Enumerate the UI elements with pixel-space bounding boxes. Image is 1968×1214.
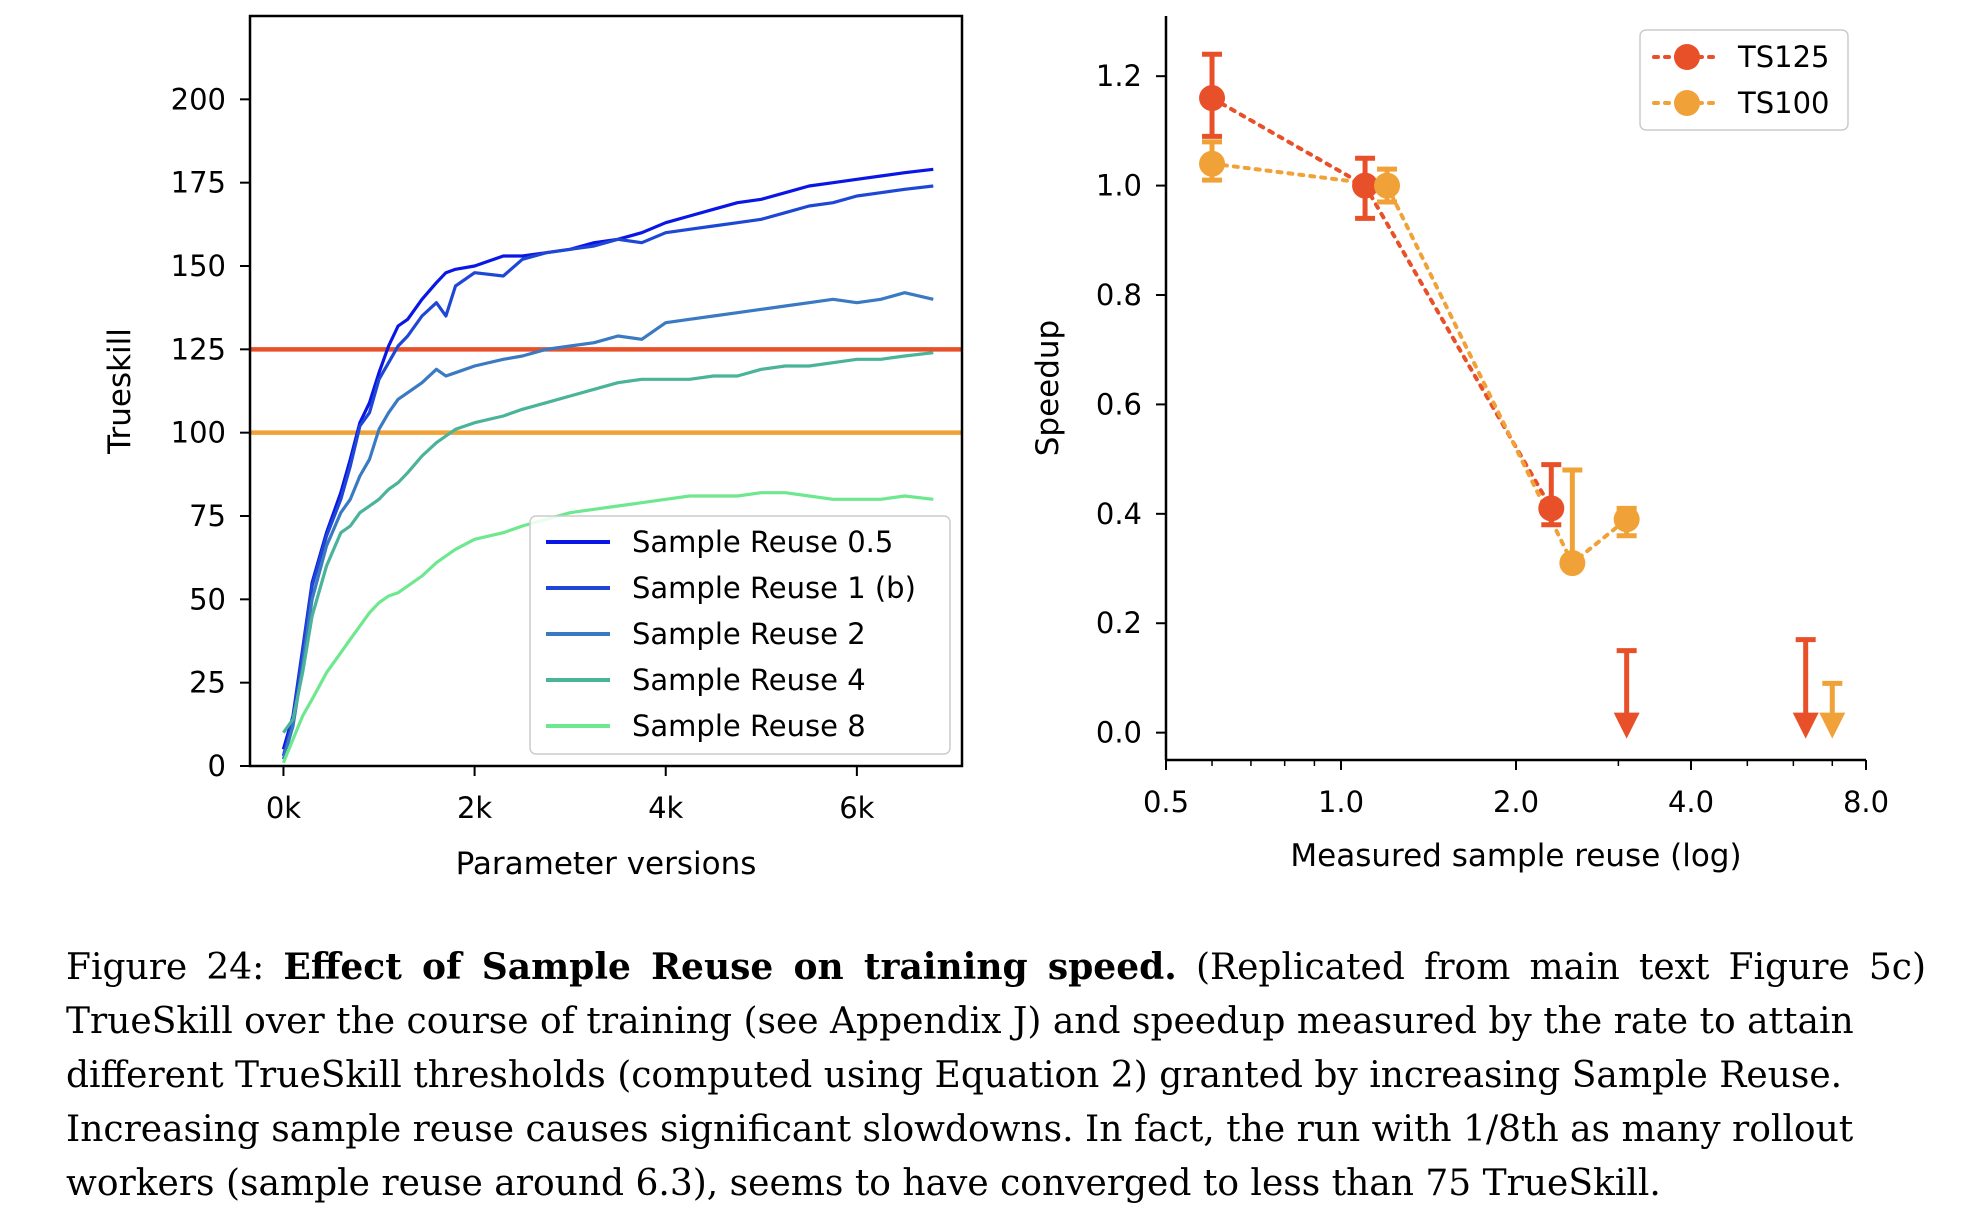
y-tick-label: 50 (189, 582, 226, 616)
x-tick-label: 6k (839, 791, 874, 825)
caption-line-1: Figure 24: Effect of Sample Reuse on tra… (66, 940, 1926, 995)
legend-label: TS100 (1737, 86, 1829, 120)
upper-bound-arrowhead (1613, 712, 1640, 739)
y-tick-label: 100 (171, 416, 226, 450)
series-line (281, 491, 934, 764)
caption-line-4: Increasing sample reuse causes significa… (66, 1109, 1854, 1150)
data-point (1199, 150, 1226, 177)
y-tick-label: 1.0 (1096, 169, 1142, 203)
y-tick-label: 200 (171, 82, 226, 116)
series-dotted-line (1210, 161, 1629, 567)
y-tick-label: 75 (189, 499, 226, 533)
x-tick-label: 2k (457, 791, 492, 825)
y-tick-label: 125 (171, 332, 226, 366)
plot-frame (248, 14, 964, 768)
series-line (282, 351, 934, 734)
y-tick-label: 25 (189, 666, 226, 700)
y-axis-label: Trueskill (102, 328, 138, 455)
y-tick-label: 0 (208, 749, 226, 783)
y-tick-label: 1.2 (1096, 59, 1142, 93)
y-tick-label: 0.4 (1096, 497, 1142, 531)
data-point (1538, 495, 1565, 522)
x-tick-label: 2.0 (1493, 785, 1539, 819)
y-tick-label: 0.0 (1096, 716, 1142, 750)
caption-line-5: workers (sample reuse around 6.3), seems… (66, 1163, 1661, 1204)
x-tick-label: 8.0 (1843, 785, 1889, 819)
legend-label: Sample Reuse 1 (b) (632, 571, 916, 605)
trueskill-line-chart: 0 25 50 75 100 125 150 175 200 0k 2k 4k 6k Parameter … (102, 14, 964, 882)
upper-bound-arrowhead (1819, 712, 1846, 739)
legend-box (529, 515, 951, 755)
legend-swatch-marker (1674, 90, 1700, 116)
caption-prefix: Figure 24: (66, 947, 284, 988)
x-axis-label: Measured sample reuse (log) (1290, 838, 1741, 874)
y-tick-label: 0.8 (1096, 278, 1142, 312)
x-tick-label: 0k (266, 791, 301, 825)
caption-line-3: different TrueSkill thresholds (computed… (66, 1055, 1843, 1096)
x-tick-label: 4k (648, 791, 683, 825)
series-line (281, 184, 934, 757)
data-point (1613, 506, 1640, 533)
series-line (281, 291, 934, 760)
legend-label: Sample Reuse 8 (632, 709, 866, 743)
speedup-scatter-chart: 0.0 0.2 0.4 0.6 0.8 1.0 1.2 0.5 1.0 2.0 4.0 8.0 Meas… (1030, 16, 1889, 874)
caption-line-2: TrueSkill over the course of training (s… (66, 1001, 1854, 1042)
data-point (1559, 550, 1586, 577)
y-tick-label: 0.6 (1096, 387, 1142, 421)
y-tick-label: 150 (171, 249, 226, 283)
upper-bound-arrowhead (1792, 712, 1819, 739)
x-axis-label: Parameter versions (456, 846, 757, 882)
x-tick-label: 4.0 (1668, 785, 1714, 819)
caption-subtitle: (Replicated from main text Figure 5c) (1176, 947, 1926, 988)
legend-swatch-marker (1674, 44, 1700, 70)
figure-caption: Figure 24: Effect of Sample Reuse on tra… (66, 940, 1926, 1211)
legend-label: Sample Reuse 0.5 (632, 525, 893, 559)
series-dotted-line (1210, 96, 1554, 511)
data-point (1199, 85, 1226, 112)
x-tick-label: 0.5 (1143, 785, 1189, 819)
y-axis-label: Speedup (1030, 320, 1066, 457)
data-point (1374, 172, 1401, 199)
y-tick-label: 0.2 (1096, 606, 1142, 640)
caption-title: Effect of Sample Reuse on training speed… (283, 946, 1177, 988)
y-tick-label: 175 (171, 166, 226, 200)
legend-label: Sample Reuse 2 (632, 617, 866, 651)
legend-label: Sample Reuse 4 (632, 663, 866, 697)
data-point (1352, 172, 1379, 199)
legend-label: TS125 (1737, 40, 1829, 74)
x-tick-label: 1.0 (1318, 785, 1364, 819)
